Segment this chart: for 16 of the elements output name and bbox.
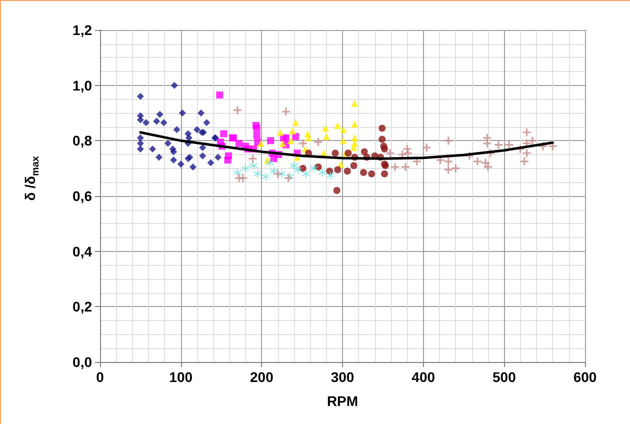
x-tick-label: 200	[250, 369, 274, 385]
x-tick-label: 400	[412, 369, 436, 385]
x-axis-title: RPM	[326, 393, 358, 409]
y-tick-label: 0,6	[72, 188, 92, 204]
y-tick-label: 0,0	[72, 354, 92, 370]
x-tick-label: 300	[330, 369, 354, 385]
x-tick-label: 600	[573, 369, 597, 385]
y-tick-label: 1,2	[72, 22, 92, 38]
x-tick-label: 500	[492, 369, 516, 385]
x-tick-label: 0	[96, 369, 104, 385]
y-tick-label: 0,2	[72, 298, 92, 315]
y-tick-label: 1,0	[72, 77, 92, 94]
y-tick-label: 0,4	[72, 243, 92, 260]
y-axis-title: δ /δmax	[22, 156, 42, 201]
y-tick-label: 0,8	[72, 132, 92, 149]
x-tick-label: 100	[169, 369, 193, 385]
